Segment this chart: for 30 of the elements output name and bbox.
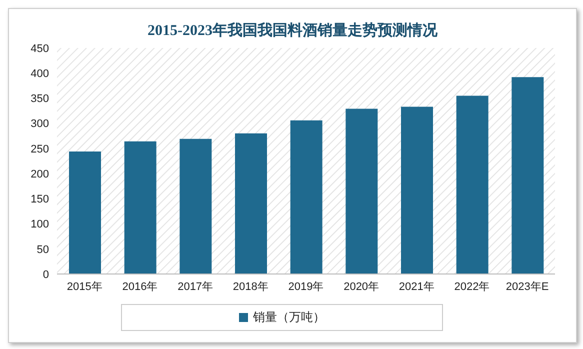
bar — [401, 106, 433, 274]
x-tick-label: 2019年 — [288, 280, 324, 293]
x-tick-label: 2018年 — [232, 280, 268, 293]
y-tick-label: 350 — [30, 93, 49, 106]
y-tick-label: 400 — [30, 68, 49, 80]
y-tick-label: 0 — [42, 268, 49, 281]
bar — [69, 151, 101, 274]
x-tick-label: 2017年 — [178, 280, 214, 293]
x-tick-label: 2016年 — [122, 280, 158, 293]
x-tick-label: 2021年 — [398, 280, 434, 293]
y-tick-label: 250 — [30, 143, 49, 156]
y-tick-label: 50 — [36, 244, 49, 256]
bar — [346, 108, 378, 274]
bar — [512, 77, 544, 274]
x-tick-label: 2020年 — [344, 280, 380, 293]
y-tick-label: 200 — [30, 168, 49, 180]
chart-title: 2015-2023年我国我国料酒销量走势预测情况 — [146, 21, 438, 40]
x-tick-label: 2015年 — [66, 280, 102, 293]
bar — [180, 138, 212, 274]
x-tick-label: 2023年E — [506, 280, 549, 293]
bar — [456, 96, 488, 274]
x-tick-label: 2022年 — [454, 280, 490, 293]
bar — [235, 133, 267, 274]
y-tick-label: 100 — [30, 218, 49, 231]
legend-label: 销量（万吨） — [252, 309, 325, 326]
y-tick-label: 300 — [30, 118, 49, 130]
y-tick-label: 450 — [30, 42, 49, 55]
bar — [290, 120, 322, 274]
y-tick-label: 150 — [30, 194, 49, 206]
bar — [124, 141, 156, 274]
